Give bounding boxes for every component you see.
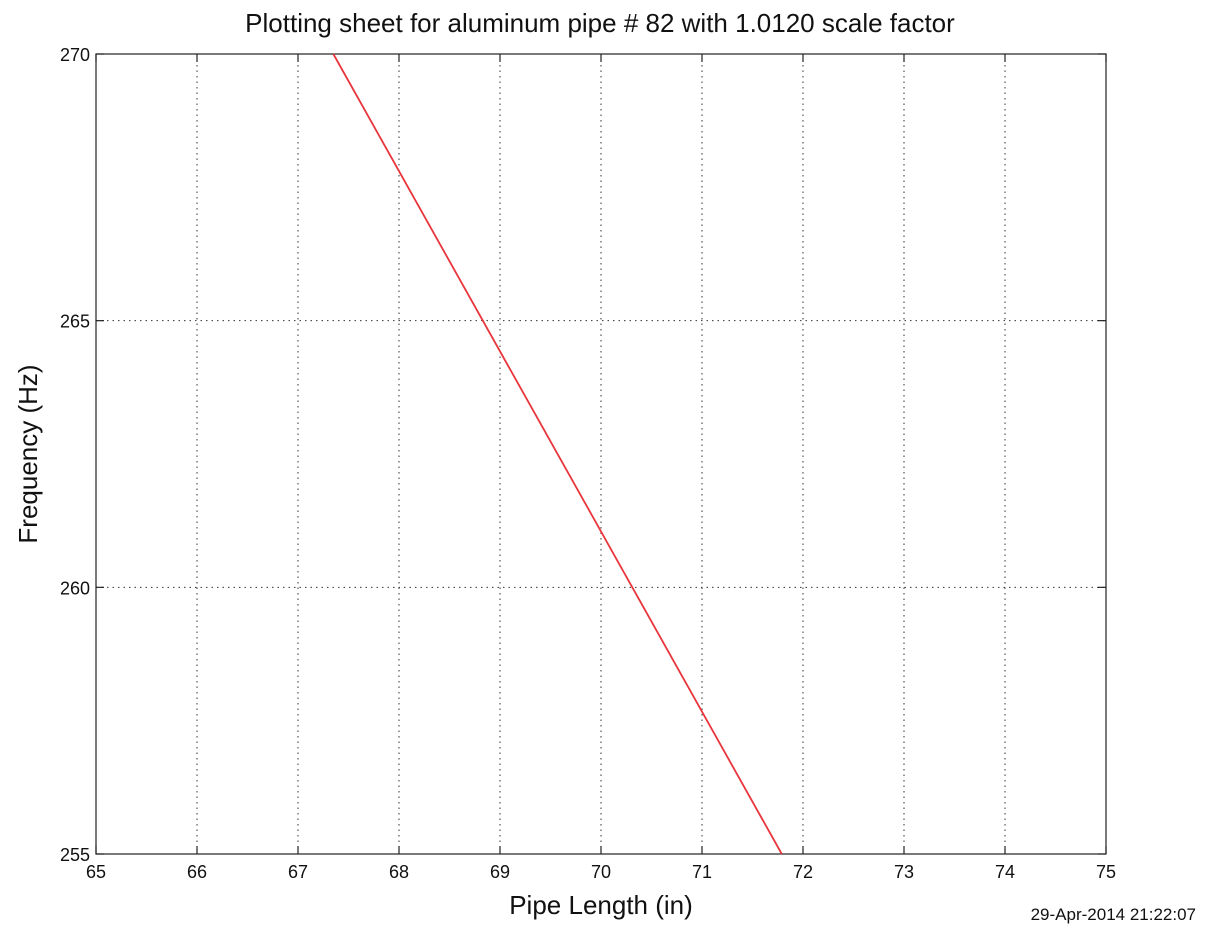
- x-tick-label: 75: [1096, 862, 1116, 882]
- series-line: [332, 53, 783, 855]
- series: [332, 53, 783, 855]
- grid: [96, 54, 1106, 854]
- x-tick-label: 67: [288, 862, 308, 882]
- x-axis-label: Pipe Length (in): [509, 890, 693, 920]
- y-tick-label: 255: [60, 845, 90, 865]
- timestamp: 29-Apr-2014 21:22:07: [1031, 905, 1196, 924]
- x-tick-label: 71: [692, 862, 712, 882]
- chart-title: Plotting sheet for aluminum pipe # 82 wi…: [245, 8, 955, 38]
- plot-frame: [95, 53, 1107, 855]
- y-tick-label: 265: [60, 312, 90, 332]
- x-tick-label: 66: [187, 862, 207, 882]
- x-tick-label: 72: [793, 862, 813, 882]
- y-tick-label: 260: [60, 578, 90, 598]
- x-tick-label: 68: [389, 862, 409, 882]
- y-tick-label: 270: [60, 45, 90, 65]
- y-axis-label: Frequency (Hz): [13, 364, 43, 543]
- x-tick-label: 73: [894, 862, 914, 882]
- x-tick-label: 70: [591, 862, 611, 882]
- x-tick-label: 74: [995, 862, 1015, 882]
- x-tick-label: 65: [86, 862, 106, 882]
- x-tick-label: 69: [490, 862, 510, 882]
- ticks: 65 66 67 68 69 70 71 72 73 74 75 255 260 265 270: [60, 45, 1116, 882]
